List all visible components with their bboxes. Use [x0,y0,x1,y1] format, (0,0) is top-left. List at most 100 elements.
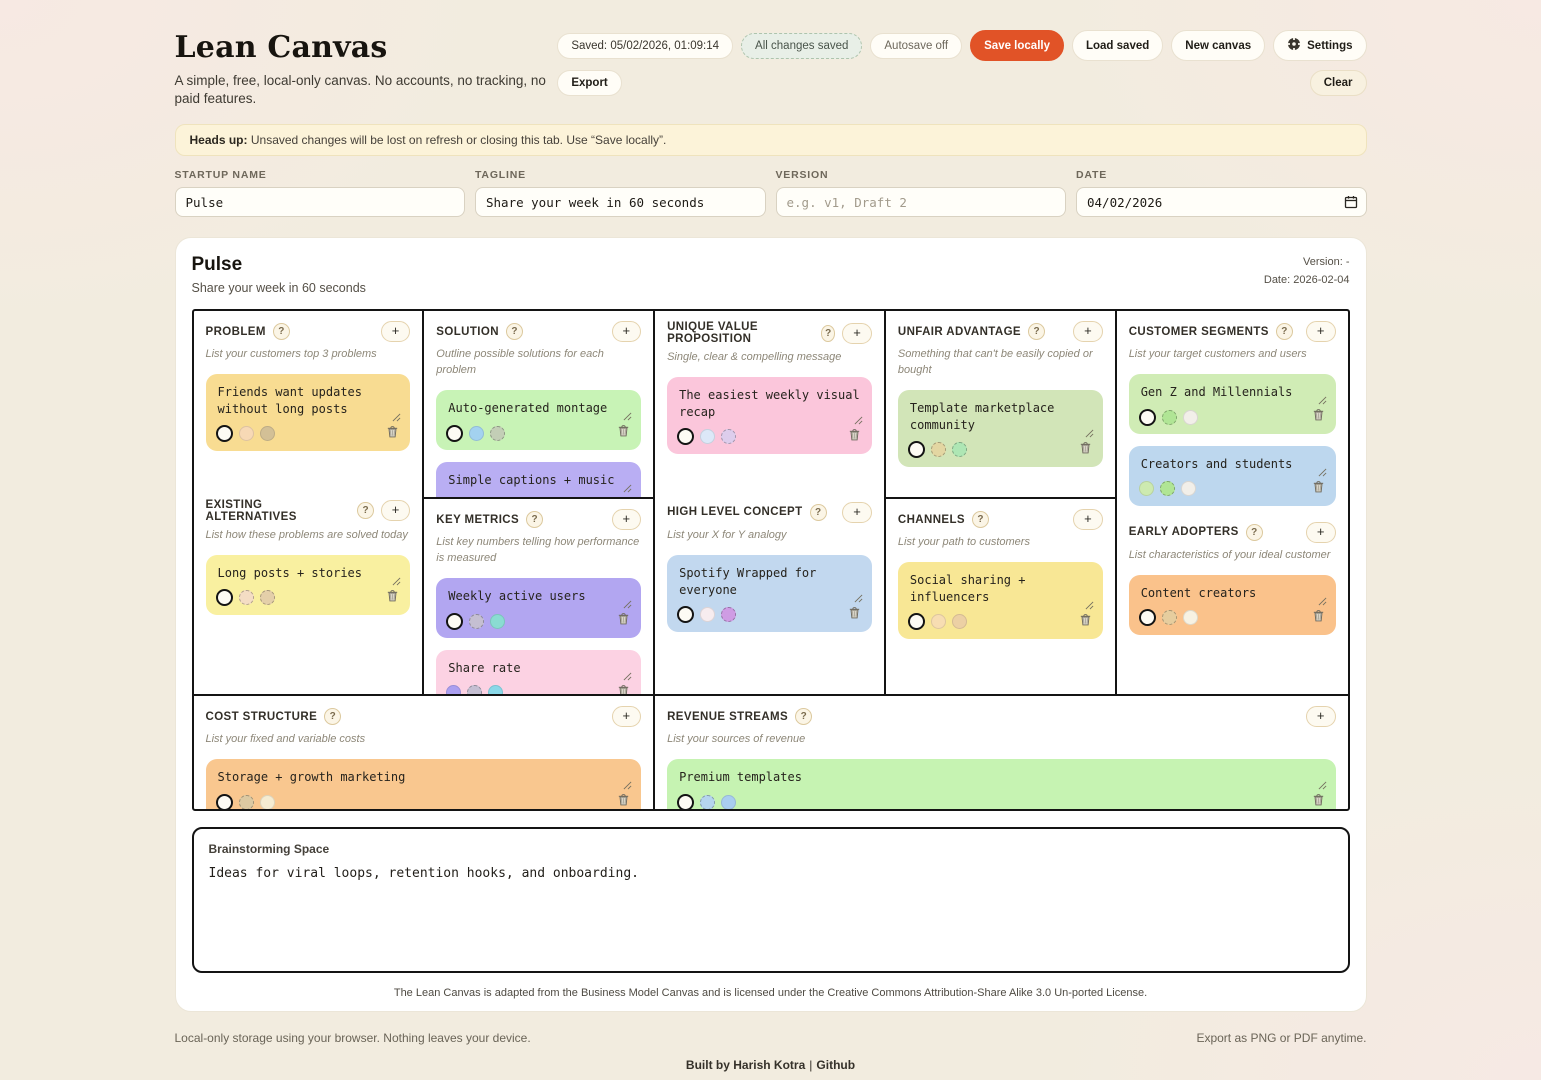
note-resize-handle[interactable] [854,416,863,425]
note-color-dot[interactable] [259,590,275,606]
note-color-dot[interactable] [238,426,254,442]
note-color-dot[interactable] [446,685,462,695]
help-icon[interactable]: ? [357,502,374,520]
note-textarea[interactable]: Share rate [448,661,521,676]
brainstorm-text[interactable]: Ideas for viral loops, retention hooks, … [208,866,639,882]
help-icon[interactable]: ? [324,708,342,726]
note-color-dot[interactable] [951,614,967,630]
note-color-dot[interactable] [907,441,925,459]
help-icon[interactable]: ? [809,503,827,521]
delete-note-button[interactable] [1311,407,1326,427]
help-icon[interactable]: ? [1245,523,1263,541]
note-textarea[interactable]: Weekly active users [448,589,586,604]
note-color-dot[interactable] [1161,409,1177,425]
startup-name-input[interactable] [174,187,465,218]
add-note-button[interactable]: + [842,322,872,344]
note-color-dot[interactable] [215,589,233,607]
note-textarea[interactable]: Friends want updates without long posts [217,385,363,417]
note-resize-handle[interactable] [392,413,401,422]
note-textarea[interactable]: The easiest weekly visual recap [679,388,860,420]
delete-note-button[interactable] [1311,479,1326,499]
delete-note-button[interactable] [616,683,631,695]
settings-button[interactable]: Settings [1273,30,1367,61]
date-input[interactable] [1076,187,1367,218]
note-color-dot[interactable] [930,614,946,630]
note-color-dot[interactable] [1161,610,1177,626]
note-color-dot[interactable] [677,428,695,446]
note-textarea[interactable]: Auto-generated montage [448,401,608,416]
autosave-toggle[interactable]: Autosave off [870,32,963,59]
note-resize-handle[interactable] [1085,429,1094,438]
note-color-dot[interactable] [721,794,737,810]
clear-button[interactable]: Clear [1309,70,1367,96]
delete-note-button[interactable] [616,792,631,809]
note-color-dot[interactable] [1182,409,1198,425]
note-color-dot[interactable] [1182,610,1198,626]
note-color-dot[interactable] [469,613,485,629]
note-color-dot[interactable] [677,793,695,810]
note-color-dot[interactable] [700,429,716,445]
note-textarea[interactable]: Premium templates [679,770,802,785]
note-color-dot[interactable] [721,607,737,622]
delete-note-button[interactable] [385,424,400,444]
note-resize-handle[interactable] [1085,601,1094,610]
note-color-dot[interactable] [1159,481,1175,497]
note-textarea[interactable]: Spotify Wrapped for everyone [679,565,817,597]
help-icon[interactable]: ? [505,323,523,341]
note-textarea[interactable]: Creators and students [1140,457,1293,472]
note-color-dot[interactable] [215,793,233,810]
load-saved-button[interactable]: Load saved [1071,30,1164,61]
note-color-dot[interactable] [721,429,737,445]
delete-note-button[interactable] [1311,608,1326,628]
note-textarea[interactable]: Storage + growth marketing [217,770,406,785]
note-resize-handle[interactable] [1318,781,1327,790]
note-color-dot[interactable] [259,794,275,810]
help-icon[interactable]: ? [526,511,544,529]
version-input[interactable] [775,187,1066,218]
delete-note-button[interactable] [616,495,631,498]
note-color-dot[interactable] [490,613,506,629]
note-color-dot[interactable] [467,685,483,695]
github-link[interactable]: Github [816,1058,856,1073]
export-button[interactable]: Export [557,70,622,96]
note-color-dot[interactable] [700,607,716,622]
note-color-dot[interactable] [469,425,485,441]
help-icon[interactable]: ? [1028,323,1045,341]
add-note-button[interactable]: + [380,321,411,343]
note-resize-handle[interactable] [1318,468,1327,477]
note-color-dot[interactable] [951,442,967,458]
note-color-dot[interactable] [259,426,275,442]
note-resize-handle[interactable] [392,577,401,586]
add-note-button[interactable]: + [611,706,642,728]
delete-note-button[interactable] [1078,440,1093,460]
delete-note-button[interactable] [847,605,862,625]
note-color-dot[interactable] [488,685,504,695]
note-textarea[interactable]: Content creators [1140,585,1257,600]
note-resize-handle[interactable] [623,600,632,609]
note-resize-handle[interactable] [623,781,632,790]
add-note-button[interactable]: + [611,509,642,531]
delete-note-button[interactable] [1311,792,1326,809]
brainstorming-space[interactable]: Brainstorming Space Ideas for viral loop… [191,827,1350,974]
note-color-dot[interactable] [930,442,946,458]
note-textarea[interactable]: Long posts + stories [217,565,363,580]
note-color-dot[interactable] [1138,481,1154,497]
note-color-dot[interactable] [677,606,695,623]
note-textarea[interactable]: Template marketplace community [909,401,1055,433]
add-note-button[interactable]: + [842,501,872,523]
tagline-input[interactable] [475,187,766,218]
note-color-dot[interactable] [238,794,254,810]
note-textarea[interactable]: Social sharing + influencers [909,573,1026,605]
delete-note-button[interactable] [1078,612,1093,632]
add-note-button[interactable]: + [1073,321,1103,343]
add-note-button[interactable]: + [611,321,642,343]
note-textarea[interactable]: Gen Z and Millennials [1140,385,1293,400]
help-icon[interactable]: ? [971,511,989,529]
note-color-dot[interactable] [700,794,716,810]
delete-note-button[interactable] [847,427,862,447]
note-color-dot[interactable] [1138,609,1156,627]
note-color-dot[interactable] [490,425,506,441]
help-icon[interactable]: ? [795,708,813,726]
add-note-button[interactable]: + [380,500,411,522]
add-note-button[interactable]: + [1073,509,1103,531]
